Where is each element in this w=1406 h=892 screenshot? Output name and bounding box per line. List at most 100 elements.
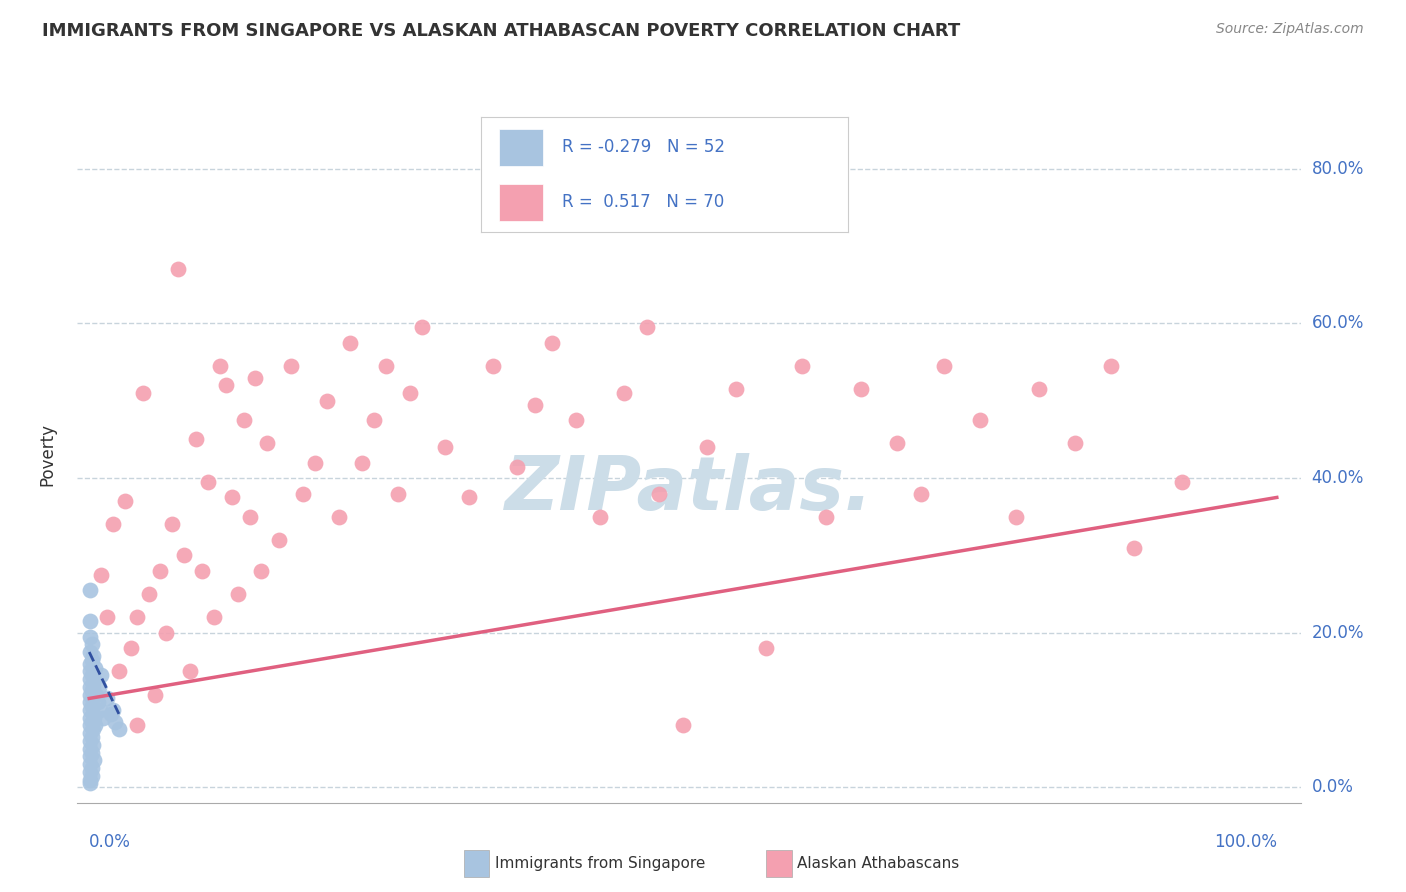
Point	[523, 398, 546, 412]
Point	[411, 320, 433, 334]
Point	[1028, 382, 1050, 396]
Point	[79, 672, 101, 686]
Point	[125, 718, 148, 732]
Point	[363, 413, 385, 427]
Point	[1171, 475, 1194, 489]
Point	[696, 440, 718, 454]
Point	[100, 706, 122, 721]
Point	[79, 718, 101, 732]
Text: IMMIGRANTS FROM SINGAPORE VS ALASKAN ATHABASCAN POVERTY CORRELATION CHART: IMMIGRANTS FROM SINGAPORE VS ALASKAN ATH…	[42, 22, 960, 40]
Point	[458, 491, 481, 505]
Point	[84, 718, 107, 732]
Point	[79, 657, 101, 671]
Point	[125, 610, 148, 624]
Point	[375, 359, 398, 373]
Point	[155, 625, 177, 640]
Point	[83, 672, 105, 686]
Point	[79, 680, 101, 694]
Text: 0.0%: 0.0%	[1312, 779, 1354, 797]
Point	[352, 456, 374, 470]
Point	[1004, 509, 1026, 524]
Point	[910, 486, 932, 500]
Point	[90, 567, 112, 582]
Point	[149, 564, 172, 578]
Point	[886, 436, 908, 450]
Point	[80, 683, 103, 698]
Point	[80, 714, 103, 729]
Point	[399, 386, 422, 401]
Point	[83, 711, 105, 725]
Point	[245, 370, 267, 384]
Text: Alaskan Athabascans: Alaskan Athabascans	[797, 856, 959, 871]
Point	[162, 517, 184, 532]
Point	[790, 359, 813, 373]
Text: 80.0%: 80.0%	[1312, 160, 1364, 178]
Text: 60.0%: 60.0%	[1312, 315, 1364, 333]
Point	[226, 587, 249, 601]
Point	[79, 757, 101, 772]
Point	[80, 769, 103, 783]
Point	[86, 695, 108, 709]
Point	[79, 703, 101, 717]
Point	[80, 730, 103, 744]
Point	[173, 549, 195, 563]
Point	[565, 413, 588, 427]
Point	[304, 456, 326, 470]
Point	[80, 653, 103, 667]
Point	[79, 741, 101, 756]
Text: 100.0%: 100.0%	[1213, 833, 1277, 851]
Point	[101, 517, 124, 532]
Point	[315, 393, 337, 408]
Point	[79, 583, 101, 598]
Point	[179, 665, 201, 679]
Point	[138, 587, 160, 601]
Point	[589, 509, 612, 524]
Point	[969, 413, 991, 427]
Point	[82, 738, 104, 752]
Point	[79, 711, 101, 725]
Point	[82, 648, 104, 663]
Point	[80, 637, 103, 651]
Point	[280, 359, 302, 373]
Point	[96, 610, 118, 624]
Point	[1099, 359, 1122, 373]
Point	[82, 706, 104, 721]
Point	[114, 494, 136, 508]
Text: 40.0%: 40.0%	[1312, 469, 1364, 487]
Point	[725, 382, 748, 396]
Point	[83, 753, 105, 767]
Text: ZIPatlas.: ZIPatlas.	[505, 453, 873, 526]
Point	[934, 359, 956, 373]
Text: Immigrants from Singapore: Immigrants from Singapore	[495, 856, 706, 871]
Point	[387, 486, 409, 500]
Point	[79, 764, 101, 779]
Point	[79, 630, 101, 644]
Y-axis label: Poverty: Poverty	[38, 424, 56, 486]
Point	[208, 359, 231, 373]
Point	[1123, 541, 1146, 555]
Point	[87, 680, 110, 694]
Point	[814, 509, 837, 524]
Point	[339, 335, 361, 350]
Point	[80, 761, 103, 775]
Point	[256, 436, 278, 450]
Point	[79, 734, 101, 748]
Point	[755, 641, 778, 656]
Point	[79, 726, 101, 740]
Point	[131, 386, 153, 401]
Text: 0.0%: 0.0%	[89, 833, 131, 851]
Point	[167, 262, 190, 277]
Point	[191, 564, 214, 578]
Point	[104, 714, 127, 729]
Point	[328, 509, 350, 524]
Point	[82, 723, 104, 737]
Point	[269, 533, 291, 547]
Text: Source: ZipAtlas.com: Source: ZipAtlas.com	[1216, 22, 1364, 37]
Point	[89, 703, 111, 717]
Point	[197, 475, 219, 489]
Point	[82, 680, 104, 694]
Point	[79, 772, 101, 787]
Point	[86, 688, 108, 702]
Point	[108, 665, 131, 679]
Point	[96, 691, 118, 706]
